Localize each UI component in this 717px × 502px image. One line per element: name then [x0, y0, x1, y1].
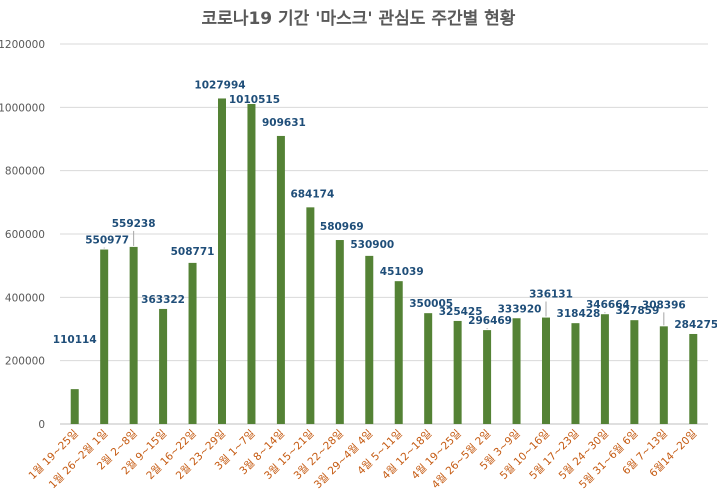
- y-tick-label: 0: [38, 419, 45, 431]
- y-tick-label: 400000: [5, 292, 45, 304]
- data-label: 308396: [642, 299, 686, 311]
- bar: [100, 249, 109, 424]
- bar: [306, 207, 315, 424]
- bar: [659, 326, 668, 424]
- bar: [600, 314, 609, 424]
- data-label: 350005: [409, 298, 453, 310]
- bar: [218, 98, 226, 424]
- data-label: 580969: [320, 221, 364, 233]
- bar: [542, 317, 550, 424]
- bar: [276, 135, 285, 424]
- bar: [630, 320, 639, 424]
- data-label: 284275: [674, 319, 717, 331]
- bar: [188, 262, 197, 424]
- data-label: 333920: [498, 303, 542, 315]
- data-label: 296469: [468, 315, 512, 327]
- bar: [129, 246, 138, 424]
- bar: [453, 320, 462, 424]
- data-label: 909631: [262, 117, 306, 129]
- bar: [247, 104, 256, 424]
- bar: [483, 330, 492, 424]
- data-label: 1027994: [194, 79, 245, 91]
- data-label: 363322: [141, 294, 185, 306]
- data-label: 110114: [53, 334, 97, 346]
- data-label: 327859: [615, 305, 659, 317]
- data-label: 346664: [586, 299, 630, 311]
- bar: [365, 255, 374, 424]
- y-tick-label: 200000: [5, 356, 45, 368]
- bar: [335, 240, 344, 424]
- bar: [424, 313, 433, 424]
- data-label: 559238: [112, 218, 156, 230]
- chart-title: 코로나19 기간 '마스크' 관심도 주간별 현황: [201, 9, 516, 29]
- y-tick-label: 1000000: [0, 102, 45, 114]
- data-label: 325425: [439, 306, 483, 318]
- data-label: 508771: [171, 246, 215, 258]
- bar: [571, 323, 580, 424]
- data-label: 550977: [85, 235, 129, 247]
- bar: [394, 281, 403, 424]
- data-label: 684174: [290, 188, 334, 200]
- y-tick-label: 800000: [5, 166, 45, 178]
- bar: [159, 308, 168, 424]
- data-label: 336131: [529, 289, 573, 301]
- bar: [512, 318, 521, 424]
- data-label: 1010515: [229, 94, 280, 106]
- data-label: 451039: [380, 266, 424, 278]
- y-tick-label: 600000: [5, 229, 45, 241]
- bar: [689, 333, 698, 424]
- y-tick-label: 1200000: [0, 39, 45, 51]
- data-label: 530900: [350, 239, 394, 251]
- data-label: 318428: [557, 308, 601, 320]
- bar: [70, 389, 79, 424]
